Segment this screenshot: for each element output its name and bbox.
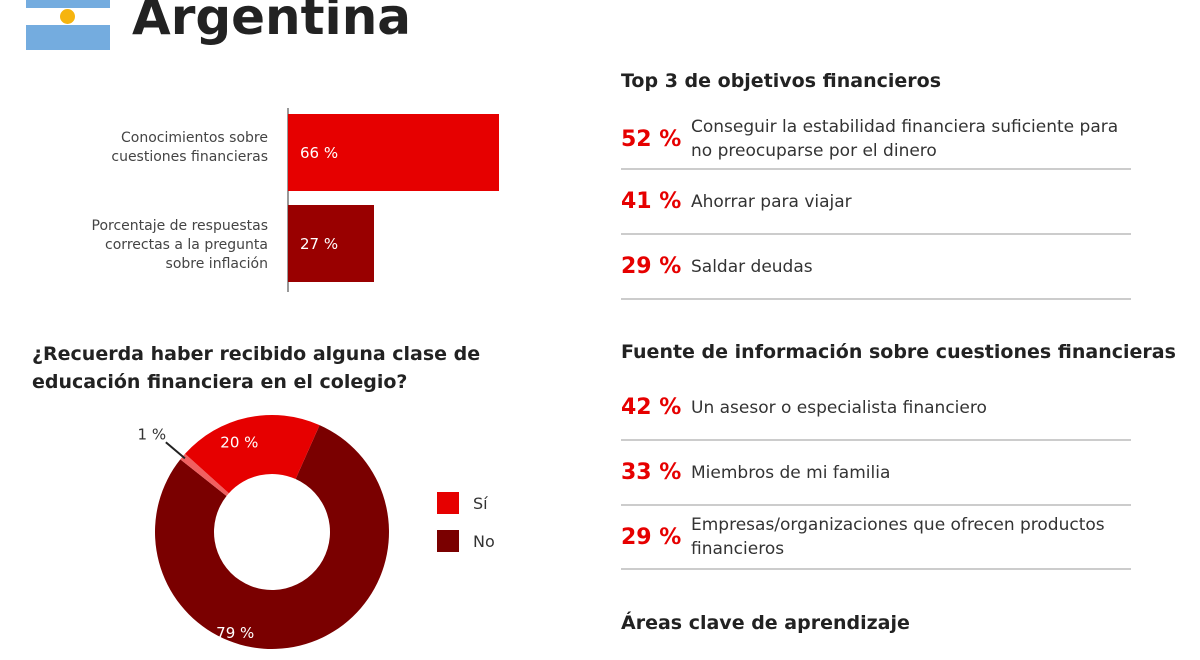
bar-value-label: 27 % [300,234,339,253]
legend-no: No [437,530,495,552]
bar-inflacion: 27 % [288,205,375,282]
donut-slice [185,415,320,494]
donut-label: 20 % [220,433,258,451]
bar-label: Conocimientos sobre cuestiones financier… [111,130,268,165]
fuente-title: Fuente de información sobre cuestiones f… [621,341,1176,363]
list-item: 29 % Saldar deudas [621,235,1131,300]
item-text: Conseguir la estabilidad financiera sufi… [691,117,1119,161]
legend-label: No [473,531,495,551]
legend-label: Sí [473,493,488,513]
donut-title: ¿Recuerda haber recibido alguna clase de… [32,343,481,393]
donut-slice [155,425,390,649]
list-item: 41 % Ahorrar para viajar [621,170,1131,235]
areas-title: Áreas clave de aprendizaje [621,612,910,634]
leader-line [165,441,186,460]
item-pct: 41 % [621,189,682,214]
list-item: 29 % Empresas/organizaciones que ofrecen … [621,506,1131,570]
bar-value-label: 66 % [300,143,339,162]
bar-axis [287,108,289,292]
item-pct: 33 % [621,460,682,485]
item-pct: 52 % [621,126,682,152]
donut-chart: 79 % 1 % 20 % [138,415,390,649]
legend-swatch [437,492,459,514]
legend-si: Sí [437,492,488,514]
list-item: 42 % Un asesor o especialista financiero [621,376,1131,441]
legend-swatch [437,530,459,552]
item-text: Un asesor o especialista financiero [691,397,987,418]
list-item: 52 % Conseguir la estabilidad financiera … [621,110,1131,170]
item-text: Saldar deudas [691,256,813,277]
donut-label: 1 % [138,425,167,443]
bar-label: Porcentaje de respuestas correctas a la … [91,218,269,272]
item-text: Ahorrar para viajar [691,191,852,212]
donut-slice [180,453,229,496]
item-pct: 29 % [621,524,682,550]
page-title: Argentina [132,0,412,46]
argentina-flag-icon [26,0,110,50]
list-item: 33 % Miembros de mi familia [621,441,1131,506]
item-pct: 29 % [621,254,682,279]
donut-label: 79 % [216,624,254,642]
bar-conocimientos: 66 % [288,114,500,191]
item-pct: 42 % [621,395,682,420]
item-text: Empresas/organizaciones que ofrecen prod… [691,515,1105,559]
objetivos-title: Top 3 de objetivos financieros [621,70,942,92]
item-text: Miembros de mi familia [691,462,891,483]
